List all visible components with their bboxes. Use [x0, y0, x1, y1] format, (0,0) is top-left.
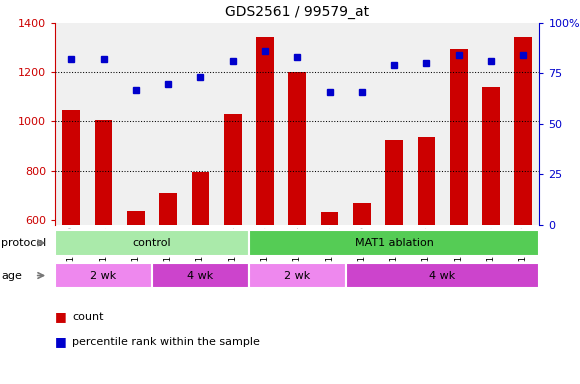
Bar [127, 211, 144, 225]
Bar [288, 72, 306, 225]
Title: GDS2561 / 99579_at: GDS2561 / 99579_at [225, 5, 369, 19]
Bar [224, 114, 241, 225]
Text: 4 wk: 4 wk [429, 270, 456, 281]
Bar [450, 49, 467, 225]
Bar [418, 137, 435, 225]
Text: count: count [72, 312, 104, 322]
Text: age: age [1, 270, 22, 281]
Bar [191, 172, 209, 225]
Bar [353, 202, 371, 225]
Bar [514, 36, 532, 225]
Bar [55, 230, 249, 256]
Text: percentile rank within the sample: percentile rank within the sample [72, 337, 260, 347]
Bar [385, 140, 403, 225]
Bar [256, 36, 274, 225]
Text: 2 wk: 2 wk [284, 270, 310, 281]
Bar [152, 263, 249, 288]
Bar [321, 212, 338, 225]
Bar [346, 263, 539, 288]
Text: MAT1 ablation: MAT1 ablation [355, 238, 433, 248]
Bar [95, 120, 113, 225]
Bar [63, 110, 80, 225]
Text: ■: ■ [55, 335, 67, 348]
Text: 4 wk: 4 wk [187, 270, 213, 281]
Text: 2 wk: 2 wk [90, 270, 117, 281]
Text: control: control [133, 238, 171, 248]
Bar [249, 230, 539, 256]
Bar [160, 193, 177, 225]
Bar [55, 263, 152, 288]
Bar [249, 263, 346, 288]
Bar [482, 87, 500, 225]
Text: ■: ■ [55, 310, 67, 323]
Text: protocol: protocol [1, 238, 46, 248]
